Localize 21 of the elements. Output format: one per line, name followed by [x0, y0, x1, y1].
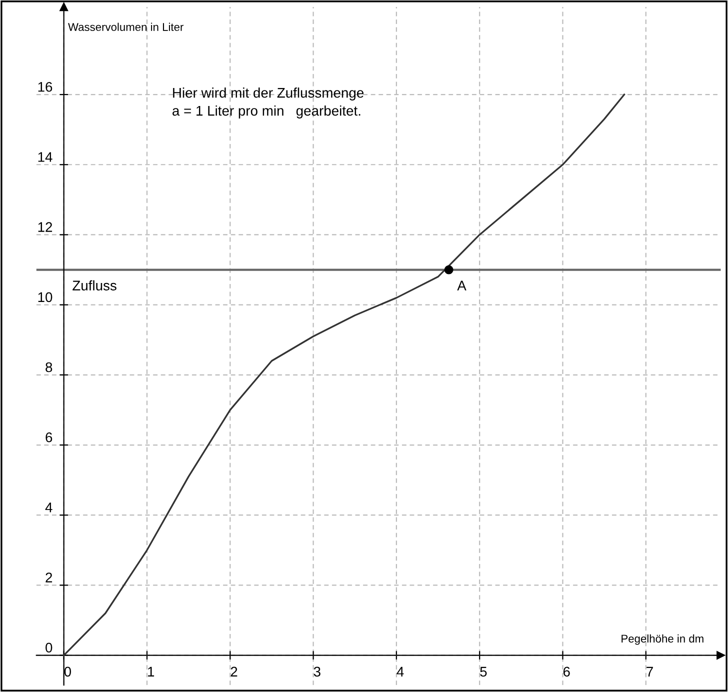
y-tick-label: 10	[38, 292, 52, 302]
series-label: A	[457, 280, 466, 290]
ref-line-label: Zufluss	[72, 280, 116, 290]
y-tick-label: 2	[46, 572, 52, 582]
x-tick-label: 4	[396, 666, 404, 676]
x-tick-label: 1	[148, 666, 154, 676]
y-tick-label: 8	[46, 362, 52, 372]
y-tick-label: 16	[38, 82, 52, 92]
annotation: Hier wird mit der Zuflussmenge a = 1 Liter pro min gearbeitet.	[172, 88, 364, 118]
x-tick-label: 6	[563, 666, 570, 677]
y-tick-label: 12	[38, 222, 52, 232]
x-tick-label: 2	[230, 666, 238, 676]
y-tick-label: 14	[38, 152, 52, 162]
y-tick-label: 4	[45, 502, 52, 512]
x-axis-title: Pegelhöhe in dm	[622, 634, 704, 645]
x-tick-label: 5	[480, 666, 487, 677]
y-axis-title: Wasservolumen in Liter	[68, 22, 184, 31]
x-tick-label: 7	[646, 666, 653, 676]
x-tick-label: 3	[314, 666, 320, 677]
y-tick-label: 0	[46, 642, 52, 653]
y-tick-label: 6	[46, 432, 52, 442]
